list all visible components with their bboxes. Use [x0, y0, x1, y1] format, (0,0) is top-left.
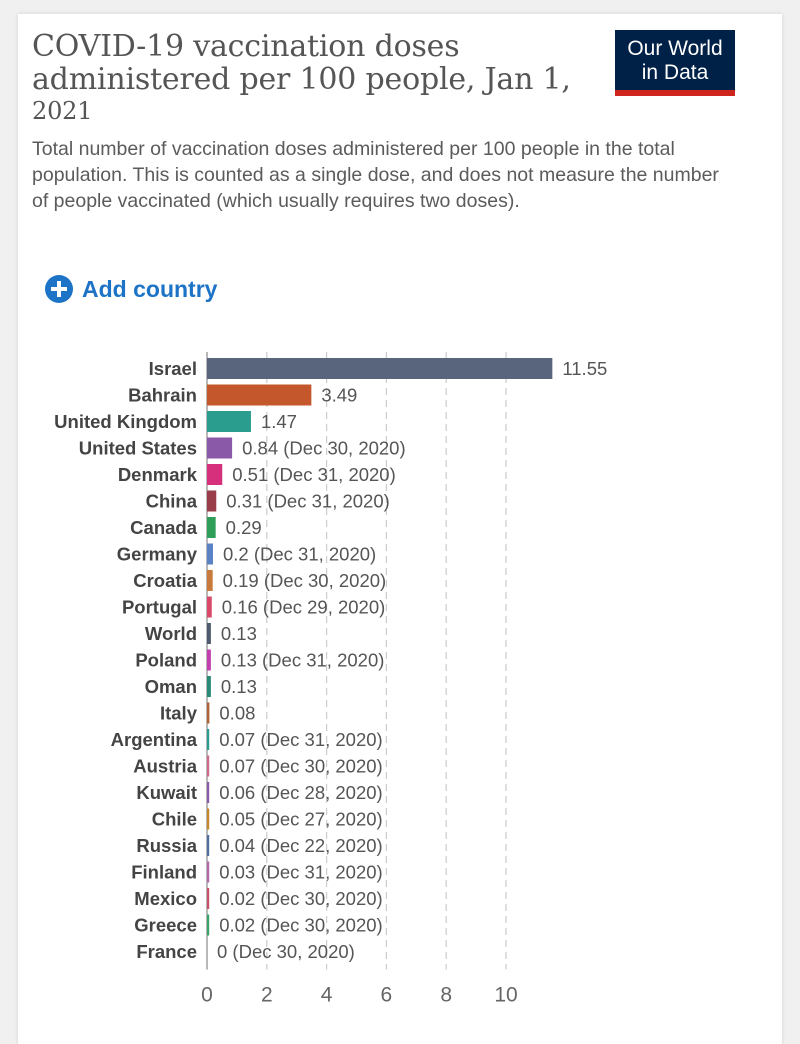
category-label: Denmark — [118, 464, 198, 485]
category-label: Canada — [130, 517, 198, 538]
category-label: Russia — [136, 835, 197, 856]
bar-austria — [207, 755, 210, 777]
value-label: 0.04 (Dec 22, 2020) — [219, 835, 383, 856]
chart-card — [18, 14, 782, 1044]
bar-world — [207, 623, 211, 644]
bar-canada — [207, 517, 216, 538]
value-label: 1.47 — [261, 411, 297, 432]
bar-argentina — [207, 729, 210, 750]
bar-united-kingdom — [207, 411, 251, 432]
category-label: Austria — [133, 756, 197, 777]
value-label: 0.51 (Dec 31, 2020) — [232, 464, 396, 485]
x-tick-label: 6 — [381, 984, 393, 1007]
value-label: 0.13 (Dec 31, 2020) — [221, 650, 385, 671]
category-label: Poland — [135, 650, 197, 671]
value-label: 0.03 (Dec 31, 2020) — [219, 862, 383, 883]
bar-russia — [207, 835, 210, 856]
category-label: Germany — [117, 544, 198, 565]
x-tick-label: 10 — [494, 984, 517, 1007]
bar-united-states — [207, 437, 233, 459]
value-label: 11.55 — [562, 358, 607, 379]
bar-israel — [207, 358, 553, 379]
value-label: 0.07 (Dec 31, 2020) — [219, 729, 383, 750]
bar-oman — [207, 676, 211, 697]
bar-denmark — [207, 464, 223, 485]
bar-finland — [207, 861, 210, 883]
value-label: 0.2 (Dec 31, 2020) — [223, 544, 376, 565]
bar-greece — [207, 914, 210, 936]
category-label: Argentina — [111, 729, 198, 750]
logo-line-1: Our World — [627, 37, 723, 60]
title-year: 2021 — [32, 97, 93, 125]
bar-bahrain — [207, 384, 312, 406]
x-tick-label: 4 — [321, 984, 333, 1007]
value-label: 0.13 — [221, 676, 257, 697]
value-label: 0 (Dec 30, 2020) — [217, 941, 355, 962]
category-label: Finland — [131, 862, 197, 883]
add-country-button[interactable]: Add country — [44, 272, 217, 306]
category-label: Israel — [149, 358, 197, 379]
category-label: Kuwait — [136, 782, 197, 803]
bar-italy — [207, 702, 210, 724]
category-label: Greece — [134, 915, 197, 936]
x-tick-label: 2 — [261, 984, 273, 1007]
add-country-label: Add country — [82, 275, 218, 302]
category-label: Oman — [145, 676, 197, 697]
category-label: Croatia — [133, 570, 197, 591]
category-label: Chile — [152, 809, 197, 830]
category-label: Italy — [160, 703, 198, 724]
bar-chile — [207, 808, 210, 830]
value-label: 0.84 (Dec 30, 2020) — [242, 438, 406, 459]
value-label: 0.08 — [219, 703, 255, 724]
plus-circle-icon — [45, 275, 73, 303]
value-label: 0.06 (Dec 28, 2020) — [219, 782, 383, 803]
x-tick-label: 0 — [201, 984, 213, 1007]
value-label: 0.13 — [221, 623, 257, 644]
value-label: 0.31 (Dec 31, 2020) — [226, 491, 390, 512]
bar-poland — [207, 649, 211, 671]
category-label: China — [146, 491, 198, 512]
owid-logo[interactable]: Our World in Data — [615, 30, 735, 96]
title-text: COVID-19 vaccination doses administered … — [32, 29, 571, 97]
value-label: 0.02 (Dec 30, 2020) — [219, 888, 383, 909]
value-label: 0.07 (Dec 30, 2020) — [219, 756, 383, 777]
value-label: 0.16 (Dec 29, 2020) — [222, 597, 386, 618]
category-label: United States — [79, 438, 197, 459]
value-label: 0.29 — [226, 517, 262, 538]
category-label: United Kingdom — [54, 411, 197, 432]
category-label: Portugal — [122, 597, 197, 618]
category-label: Mexico — [134, 888, 197, 909]
bar-croatia — [207, 570, 213, 591]
bar-kuwait — [207, 782, 210, 803]
category-label: Bahrain — [128, 385, 197, 406]
bar-mexico — [207, 888, 210, 909]
value-label: 0.05 (Dec 27, 2020) — [219, 809, 383, 830]
value-label: 0.19 (Dec 30, 2020) — [223, 570, 387, 591]
logo-line-2: in Data — [641, 61, 709, 84]
bar-germany — [207, 543, 213, 565]
category-label: France — [136, 941, 197, 962]
bar-portugal — [207, 596, 212, 618]
chart-title: COVID-19 vaccination doses administered … — [32, 30, 572, 126]
value-label: 3.49 — [321, 385, 357, 406]
chart-subtitle: Total number of vaccination doses admini… — [32, 138, 719, 212]
x-tick-label: 8 — [440, 984, 452, 1007]
bar-china — [207, 490, 217, 512]
category-label: World — [145, 623, 197, 644]
value-label: 0.02 (Dec 30, 2020) — [219, 915, 383, 936]
